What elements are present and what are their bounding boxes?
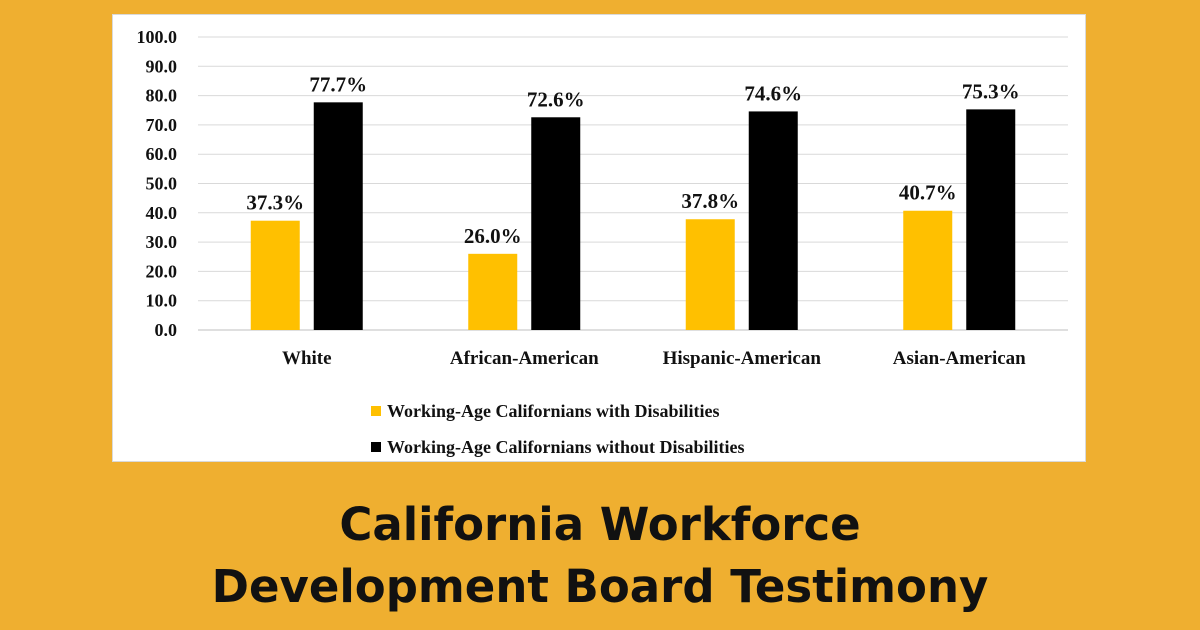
x-tick-label: White [282,348,332,369]
bar [250,220,300,330]
chart-card: 0.0 10.0 20.0 30.0 40.0 50.0 60.0 70.0 80.0 90.0 1… [112,14,1086,462]
y-tick-label: 20.0 [146,261,178,281]
data-label: 72.6% [527,87,585,111]
bar [903,210,953,330]
y-tick-label: 30.0 [146,232,178,252]
bar [685,219,735,330]
legend-item-with-disabilities: Working-Age Californians with Disabiliti… [371,393,745,429]
data-label: 77.7% [309,72,367,96]
x-tick-label: Asian-American [893,348,1026,369]
bar [313,102,363,331]
data-label: 74.6% [744,81,802,105]
data-label: 40.7% [899,181,957,205]
bar-chart: 0.0 10.0 20.0 30.0 40.0 50.0 60.0 70.0 80.0 90.0 1… [137,27,1068,369]
y-tick-label: 0.0 [155,320,178,340]
y-tick-label: 40.0 [146,203,178,223]
y-tick-label: 80.0 [146,86,178,106]
y-tick-label: 90.0 [146,56,178,76]
y-tick-label: 50.0 [146,174,178,194]
data-label: 37.8% [681,189,739,213]
y-tick-label: 60.0 [146,144,178,164]
legend-label-with-disabilities: Working-Age Californians with Disabiliti… [387,400,720,421]
bar [748,111,798,330]
legend-label-without-disabilities: Working-Age Californians without Disabil… [387,436,745,457]
bar [966,109,1016,330]
data-label: 37.3% [246,191,304,215]
data-label: 75.3% [962,79,1020,103]
data-label: 26.0% [464,224,522,248]
bar [531,117,581,330]
x-tick-label: African-American [450,348,599,369]
bar [468,253,518,330]
page-title: California Workforce Development Board T… [0,494,1200,618]
y-tick-label: 100.0 [137,27,178,47]
y-tick-label: 70.0 [146,115,178,135]
page-title-line-1: California Workforce [339,498,861,551]
legend-swatch-without-disabilities [371,442,381,452]
legend-item-without-disabilities: Working-Age Californians without Disabil… [371,429,745,465]
y-tick-label: 10.0 [146,291,178,311]
chart-legend: Working-Age Californians with Disabiliti… [371,393,745,465]
page-title-line-2: Development Board Testimony [211,560,989,613]
legend-swatch-with-disabilities [371,406,381,416]
x-tick-label: Hispanic-American [663,348,822,369]
